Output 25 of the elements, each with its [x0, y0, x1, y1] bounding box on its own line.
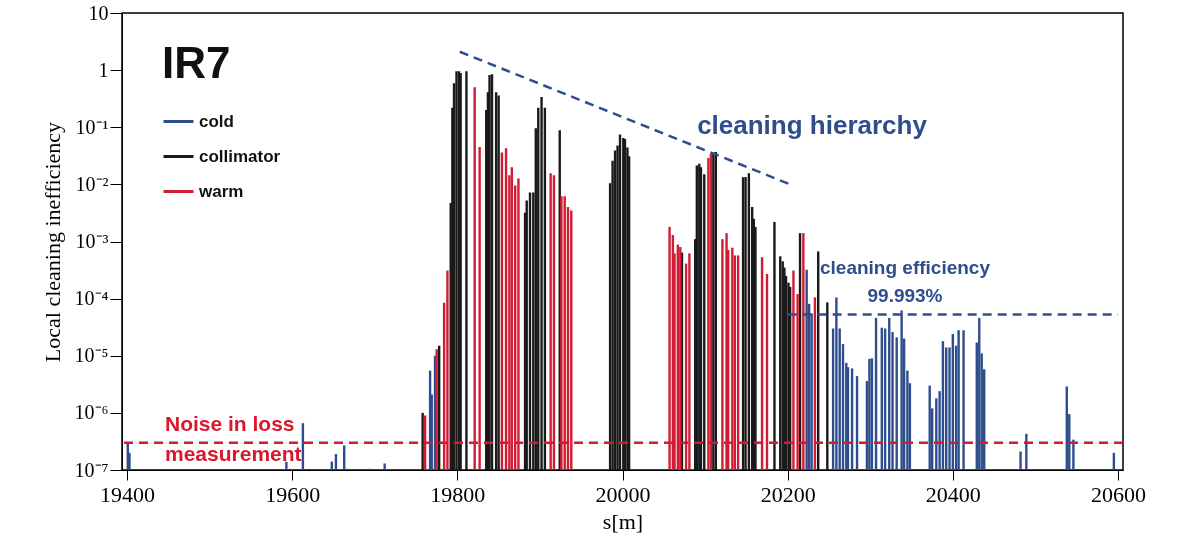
x-tick-label: 20400 [925, 481, 981, 507]
x-tick-label: 20600 [1091, 481, 1146, 507]
y-tick-label: 10⁻⁶ [74, 401, 109, 424]
x-tick-label: 19800 [430, 481, 486, 507]
y-tick-label: 10⁻³ [75, 230, 109, 252]
y-tick-label: 10⁻⁵ [74, 344, 109, 367]
x-tick-label: 20000 [595, 481, 651, 507]
legend-label: cold [199, 111, 234, 131]
y-tick-label: 10⁻¹ [75, 115, 109, 138]
y-axis-title: Local cleaning inefficiency [39, 121, 65, 363]
y-tick-label: 10⁻² [75, 172, 109, 195]
legend-title: IR7 [162, 38, 231, 87]
x-tick-label: 19400 [100, 481, 155, 507]
x-tick-label: 19600 [265, 481, 321, 507]
y-tick-label: 10⁻⁷ [74, 458, 109, 481]
y-tick-label: 10⁻⁴ [74, 287, 109, 310]
annotation: cleaning efficiency 99.993% [819, 257, 991, 306]
x-axis-title: s[m] [602, 508, 644, 534]
x-tick-label: 20200 [760, 481, 816, 507]
legend-label: warm [198, 181, 244, 201]
y-tick-label: 1 [98, 58, 109, 81]
annotation: cleaning hierarchy [697, 110, 928, 140]
y-tick-label: 10 [88, 1, 109, 24]
legend-label: collimator [199, 146, 281, 166]
ref-line-label: Noise in loss measurement [165, 411, 302, 465]
